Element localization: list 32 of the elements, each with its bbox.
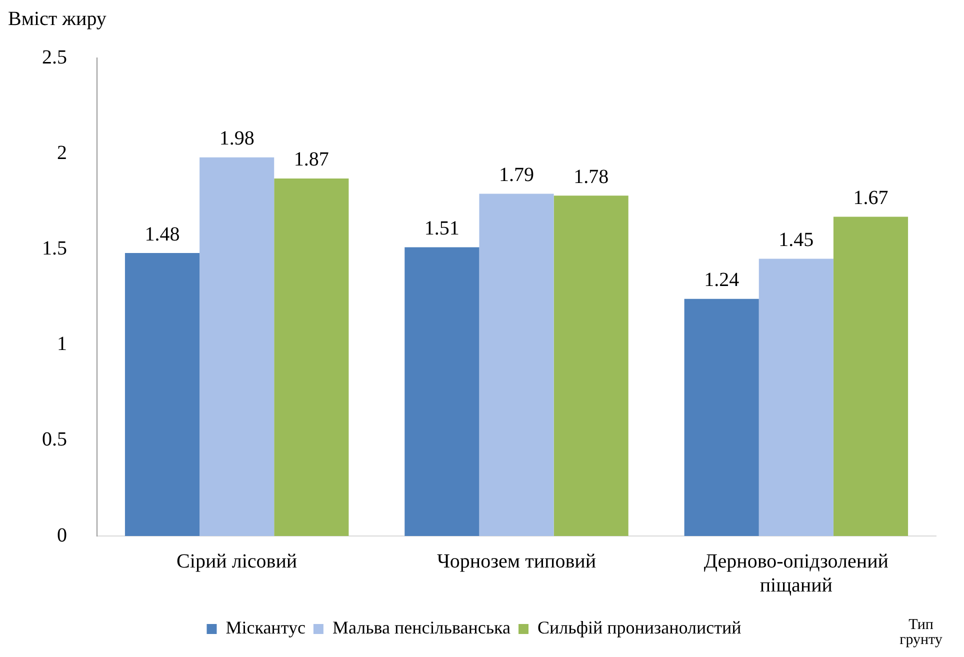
x-axis-title: Тип грунту (898, 617, 944, 648)
x-tick-label: Чорнозем типовий (436, 550, 596, 572)
data-label: 1.24 (704, 269, 740, 292)
legend-label: Сильфій пронизанолистий (538, 618, 742, 638)
y-tick-label: 1 (57, 333, 67, 356)
data-label: 1.98 (219, 128, 254, 150)
y-tick-label: 0 (57, 524, 67, 546)
legend-label: Мальва пенсільванська (332, 618, 511, 638)
data-label: 1.79 (499, 164, 534, 186)
bar (684, 298, 759, 536)
data-label: 1.67 (853, 186, 888, 209)
y-axis-title: Вміст жиру (8, 8, 106, 31)
bar (124, 253, 200, 536)
data-label: 1.45 (778, 229, 814, 252)
x-tick-label: Дерново-опідзолений піщаний (704, 550, 889, 596)
data-label: 1.87 (294, 148, 329, 171)
legend-label: Міскантус (226, 618, 306, 638)
bar (479, 194, 554, 536)
bar (274, 178, 349, 536)
bar (833, 216, 908, 536)
data-label: 1.48 (144, 223, 180, 246)
x-tick-label: Сірий лісовий (176, 550, 298, 572)
bar (758, 258, 834, 536)
y-tick-label: 2 (57, 142, 67, 164)
bar (200, 157, 274, 536)
y-tick-label: 2.5 (42, 46, 67, 68)
bar (404, 247, 480, 536)
bar (554, 196, 628, 536)
y-tick-label: 0.5 (42, 428, 67, 451)
data-label: 1.51 (424, 218, 460, 240)
y-tick-label: 1.5 (42, 237, 67, 260)
data-label: 1.78 (574, 166, 609, 188)
